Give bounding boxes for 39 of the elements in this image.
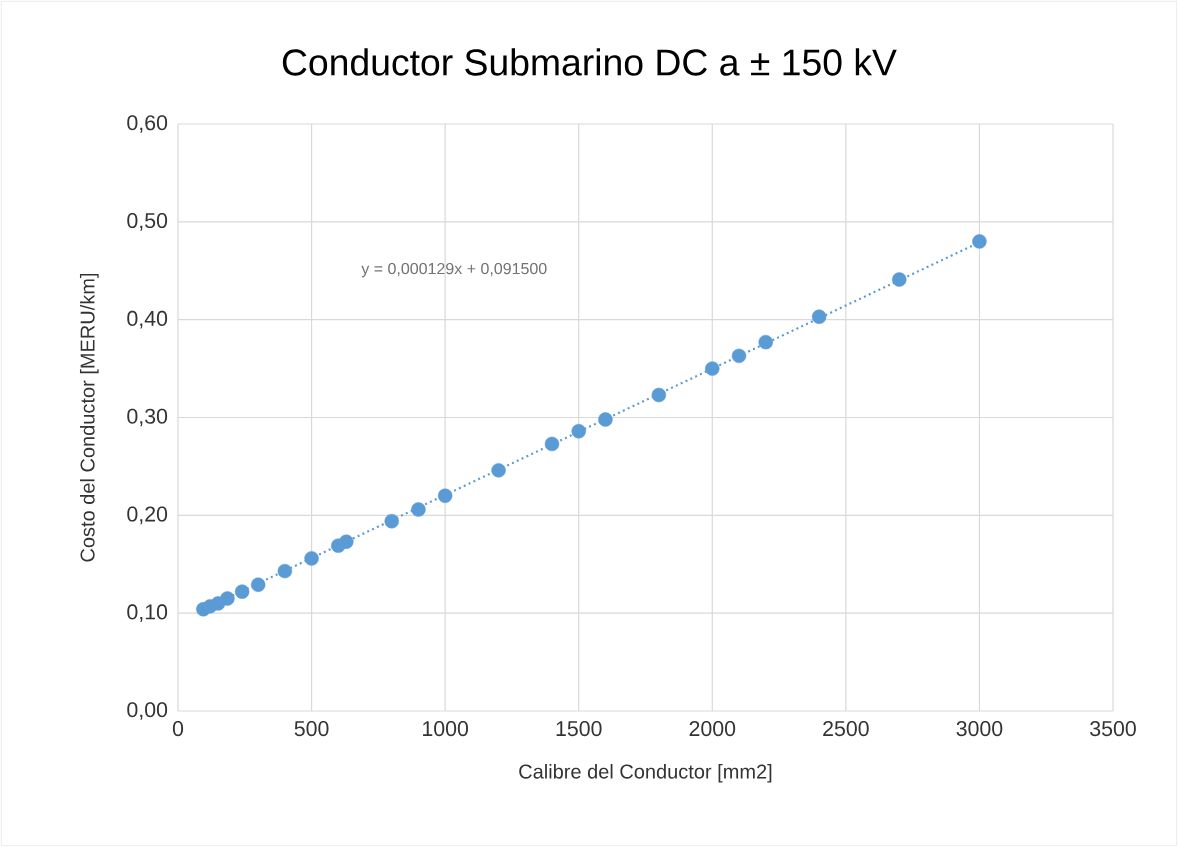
point	[758, 334, 773, 350]
point	[339, 534, 354, 549]
point	[571, 423, 586, 439]
chart-title: Conductor Submarino DC a ± 150 kV	[282, 48, 897, 76]
point	[491, 463, 506, 478]
x-tick-label: 3000	[956, 721, 1003, 737]
point	[437, 488, 453, 503]
point	[598, 412, 613, 427]
x-tick-label: 1500	[556, 721, 602, 737]
point	[234, 584, 250, 599]
point	[411, 502, 426, 517]
y-tick-label: 0,10	[127, 604, 168, 622]
point	[705, 361, 720, 376]
x-tick-label: 500	[294, 721, 329, 737]
x-axis-title: Calibre del Conductor [mm2]	[519, 763, 772, 783]
point	[384, 514, 399, 529]
point	[972, 234, 987, 249]
x-tick-label: 3500	[1090, 721, 1136, 737]
y-axis-title: Costo del Conductor [MERU/km]	[79, 273, 99, 562]
y-tick-label: 0,40	[127, 310, 168, 329]
y-tick-label: 0,50	[127, 213, 168, 231]
y-tick-label: 0,60	[127, 115, 168, 133]
point	[250, 577, 266, 592]
point	[651, 387, 667, 403]
x-tick-label: 0	[172, 721, 184, 737]
y-tick-label: 0,20	[127, 506, 168, 525]
y-tick-label: 0,00	[127, 702, 168, 720]
point	[811, 309, 827, 324]
point	[304, 551, 319, 566]
y-tick-label: 0,30	[127, 408, 168, 427]
x-tick-label: 2500	[823, 721, 869, 737]
x-tick-label: 2000	[689, 721, 736, 737]
annotation: y = 0,000129x + 0,091500	[361, 262, 547, 278]
x-tick-label: 1000	[423, 721, 469, 737]
point	[731, 348, 747, 364]
point	[220, 591, 235, 606]
point	[277, 563, 293, 579]
point	[544, 436, 560, 452]
point	[892, 272, 907, 287]
